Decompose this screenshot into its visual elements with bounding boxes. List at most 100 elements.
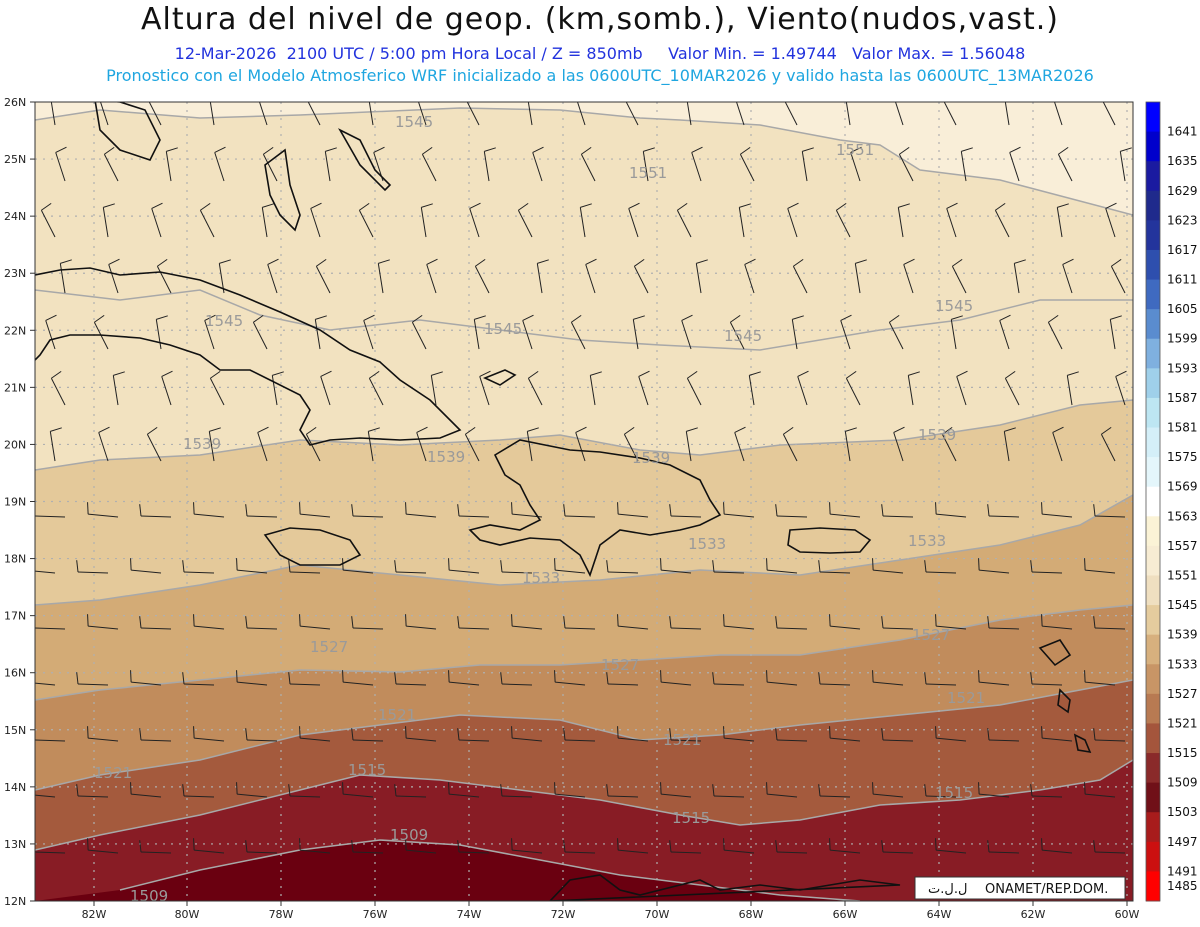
lon-label: 68W <box>739 908 764 921</box>
wind-barb <box>669 504 702 518</box>
wind-barb <box>775 840 808 854</box>
colorbar-label: 1527 <box>1167 687 1198 701</box>
wind-barb <box>987 728 1020 742</box>
wind-barb <box>1041 838 1073 854</box>
colorbar-swatch <box>1146 605 1160 636</box>
wind-barb <box>267 258 279 294</box>
wind-barb <box>723 502 755 518</box>
colorbar-swatch <box>1146 664 1160 695</box>
wind-barb <box>1047 314 1063 350</box>
wind-barb <box>1084 782 1116 798</box>
wind-barb <box>368 370 384 406</box>
wind-barb <box>342 782 374 798</box>
wind-barb <box>527 370 543 406</box>
wind-barb <box>76 672 109 686</box>
wind-barb <box>775 504 808 518</box>
wind-barb <box>563 616 596 630</box>
wind-barb <box>49 427 62 462</box>
wind-barb <box>59 259 72 294</box>
wind-barb <box>245 728 278 742</box>
wind-barb <box>351 840 384 854</box>
colorbar-label: 1539 <box>1167 628 1198 642</box>
wind-barb <box>511 726 543 742</box>
wind-barb <box>563 504 596 518</box>
wind-barb <box>320 370 332 406</box>
wind-barb <box>98 426 110 462</box>
wind-barb <box>1004 102 1010 126</box>
wind-barb <box>994 202 1010 238</box>
wind-barb <box>903 258 915 294</box>
wind-barb <box>946 202 958 238</box>
wind-barb <box>262 146 278 182</box>
wind-barb <box>585 258 597 294</box>
contour-label: 1533 <box>522 569 560 587</box>
colorbar-swatch <box>1146 220 1160 251</box>
wind-barb <box>829 838 861 854</box>
wind-barb <box>935 502 967 518</box>
wind-barb <box>960 147 973 182</box>
lesser-antilles-martinique <box>1057 688 1071 714</box>
contour-label: 1533 <box>688 535 726 553</box>
wind-barb <box>872 782 904 798</box>
wind-barb <box>257 426 269 462</box>
wind-barb <box>872 558 904 574</box>
lat-label: 20N <box>4 438 26 451</box>
wind-barb <box>411 314 427 350</box>
wind-barb <box>479 370 491 406</box>
wind-barb <box>736 102 745 126</box>
coastlines <box>35 102 1092 901</box>
lesser-antilles-stlucia <box>1073 733 1092 754</box>
wind-barb <box>193 726 225 742</box>
colorbar: 1641 1635 1629 1623 1617 1611 1605 1599 1593 1587… <box>1145 101 1198 902</box>
wind-barb <box>669 728 702 742</box>
wind-barb <box>978 782 1010 798</box>
wind-barb <box>723 614 755 630</box>
wind-barb <box>299 502 331 518</box>
wind-barb <box>208 427 221 462</box>
lat-label: 23N <box>4 267 26 280</box>
wind-barb <box>695 259 708 294</box>
wind-barb <box>259 102 268 126</box>
turks-caicos <box>482 369 517 386</box>
wind-barb <box>377 259 390 294</box>
wind-barb <box>1093 840 1126 854</box>
colorbar-label: 1545 <box>1167 598 1198 612</box>
wind-barb <box>935 726 967 742</box>
lon-label: 80W <box>175 908 200 921</box>
wind-barb <box>943 102 957 126</box>
contour-labels: 1545 1551 1551 1545 1545 1545 1545 1539 1539 1539… <box>94 113 985 901</box>
wind-barb <box>633 258 649 294</box>
wind-barb <box>1041 502 1073 518</box>
contour-label: 1521 <box>663 731 701 749</box>
wind-barb <box>617 614 649 630</box>
wind-barb <box>536 259 549 294</box>
wind-barb <box>394 784 427 798</box>
lat-label: 21N <box>4 381 26 394</box>
wind-barb <box>35 570 56 574</box>
colorbar-swatch <box>1146 249 1160 281</box>
wind-barb <box>139 728 172 742</box>
wind-barb <box>50 102 56 126</box>
lon-label: 72W <box>551 908 576 921</box>
wind-barb <box>40 202 56 238</box>
wind-barb <box>987 504 1020 518</box>
wind-barb <box>299 838 331 854</box>
wind-barb <box>1030 784 1063 798</box>
lon-label: 62W <box>1021 908 1046 921</box>
wind-barb <box>1084 558 1116 574</box>
wind-barb <box>895 102 904 126</box>
lat-label: 18N <box>4 553 26 566</box>
colorbar-label: 1599 <box>1167 332 1198 346</box>
wind-barb <box>139 840 172 854</box>
colorbar-label: 1485 <box>1167 879 1198 893</box>
colorbar-label: 1587 <box>1167 391 1198 405</box>
wind-barb <box>146 426 162 462</box>
wind-barb <box>835 202 851 238</box>
wind-barb <box>818 672 851 686</box>
wind-barb <box>87 838 119 854</box>
wind-barb <box>1093 728 1126 742</box>
wind-barb <box>55 146 67 182</box>
bahamas-grand-bahama <box>94 102 161 161</box>
colorbar-label: 1521 <box>1167 716 1198 730</box>
wind-barb <box>1093 616 1126 630</box>
